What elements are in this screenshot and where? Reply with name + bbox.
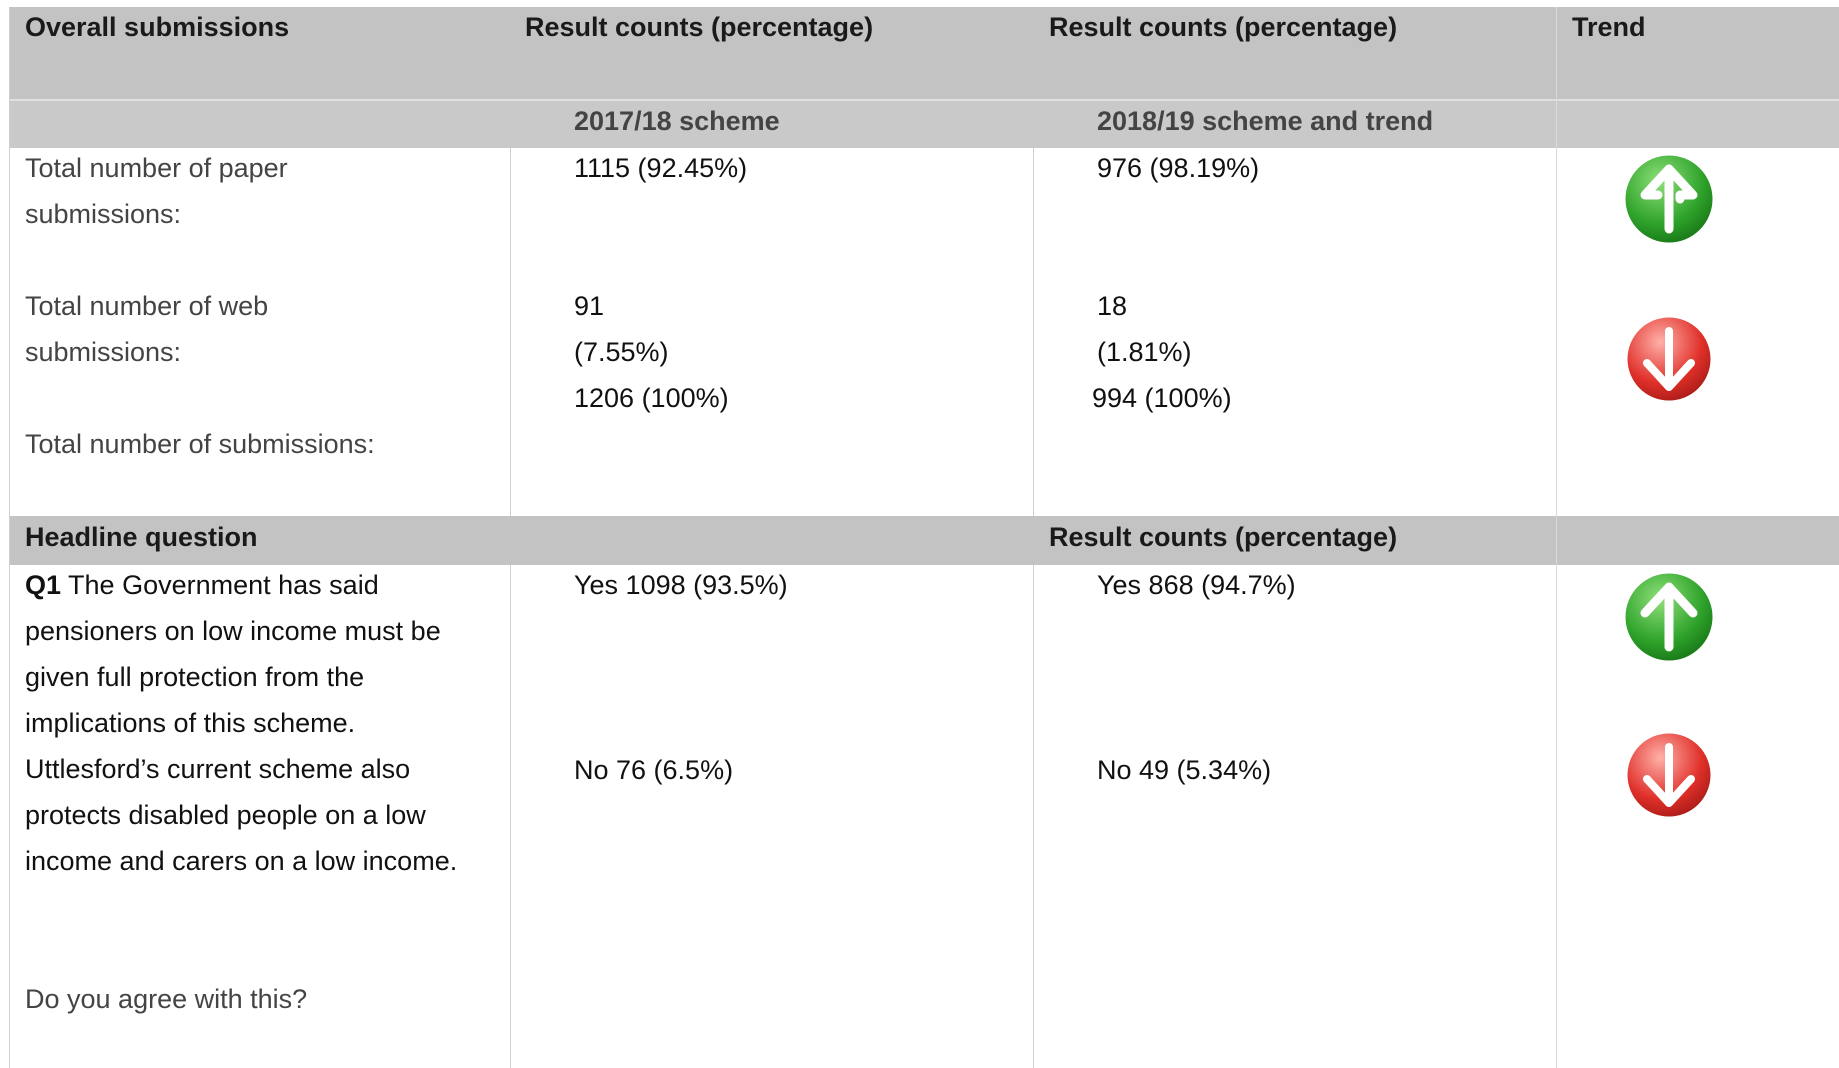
header: Trend <box>1572 12 1646 42</box>
header: Headline question <box>25 522 258 552</box>
value: No 49 (5.34%) <box>1097 755 1272 785</box>
column-line <box>9 7 10 1068</box>
value: 976 (98.19%) <box>1097 153 1260 183</box>
question-text: The Government has said pensioners on lo… <box>25 570 458 876</box>
value: 1115 (92.45%) <box>574 153 748 183</box>
subheader: 2018/19 scheme and trend <box>1097 106 1434 136</box>
row-label: Total number of paper submissions: <box>25 153 288 229</box>
row-label: Total number of submissions: <box>25 429 375 459</box>
header: Result counts (percentage) <box>1049 12 1398 42</box>
value: 18 <box>1097 291 1128 321</box>
trend-up-icon <box>1622 152 1716 246</box>
trend-down-icon <box>1624 730 1714 820</box>
question-number: Q1 <box>25 570 62 600</box>
subheader-row <box>9 101 1839 148</box>
value: Yes 868 (94.7%) <box>1097 570 1296 600</box>
column-line <box>1033 565 1034 1068</box>
value: Yes 1098 (93.5%) <box>574 570 788 600</box>
trend-down-icon <box>1624 314 1714 404</box>
question: Q1 The Government has said pensioners on… <box>25 562 495 884</box>
question-prompt: Do you agree with this? <box>25 984 308 1014</box>
trend-up-icon <box>1622 570 1716 664</box>
header-row <box>9 516 1839 565</box>
value: (7.55%) <box>574 337 669 367</box>
column-line <box>1556 7 1557 1068</box>
value: 994 (100%) <box>1092 383 1232 413</box>
value: (1.81%) <box>1097 337 1192 367</box>
column-line <box>510 148 511 516</box>
header: Overall submissions <box>25 12 290 42</box>
value: No 76 (6.5%) <box>574 755 734 785</box>
value: 1206 (100%) <box>574 383 729 413</box>
column-line <box>510 565 511 1068</box>
row-label: Total number of web submissions: <box>25 291 269 367</box>
column-line <box>1033 148 1034 516</box>
header: Result counts (percentage) <box>1049 522 1398 552</box>
header: Result counts (percentage) <box>525 12 874 42</box>
value: 91 <box>574 291 605 321</box>
header-row <box>9 7 1839 99</box>
divider <box>9 99 1839 101</box>
subheader: 2017/18 scheme <box>574 106 780 136</box>
